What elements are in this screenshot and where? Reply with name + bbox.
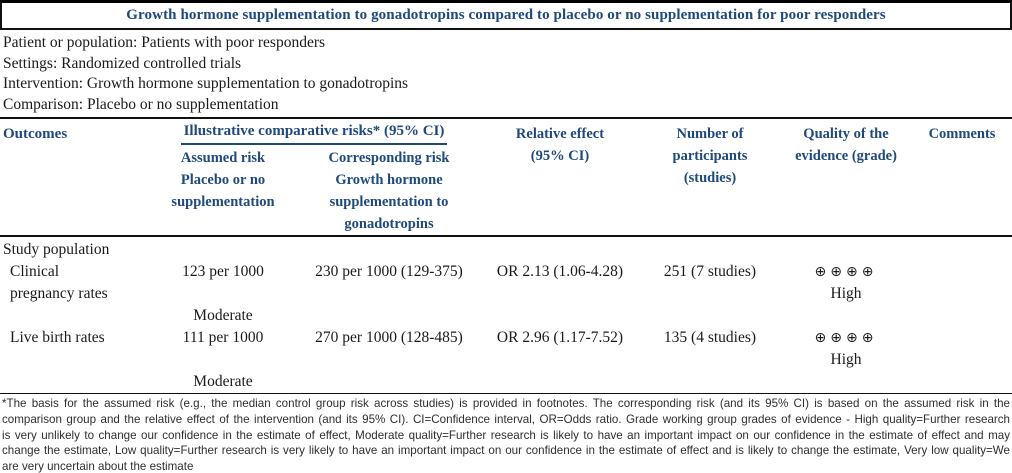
header-quality: Quality of the evidence (grade) bbox=[795, 126, 897, 164]
corresponding-risk-title: Corresponding risk bbox=[328, 150, 450, 166]
section-study-population: Study population bbox=[3, 241, 110, 258]
settings-line: Settings: Randomized controlled trials bbox=[3, 54, 242, 72]
table-header-row: Outcomes Illustrative comparative risks*… bbox=[0, 119, 1012, 235]
assumed-grade-label: Moderate bbox=[193, 373, 253, 390]
footnote-line: is very unlikely to change our confidenc… bbox=[2, 428, 1010, 442]
footnote-line: *The basis for the assumed risk (e.g., t… bbox=[2, 397, 1010, 410]
assumed-risk-cell: 123 per 1000 bbox=[182, 263, 264, 280]
assumed-risk-title: Assumed risk bbox=[180, 150, 266, 166]
assumed-grade-row: Moderate bbox=[0, 371, 1012, 393]
header-participants: Number of participants (studies) bbox=[672, 126, 748, 186]
patient-population-line: Patient or population: Patients with poo… bbox=[3, 34, 326, 51]
corresponding-risk-cell: 230 per 1000 (129-375) bbox=[315, 263, 463, 280]
header-outcomes: Outcomes bbox=[3, 126, 68, 142]
comments-cell bbox=[912, 327, 1012, 371]
grade-circled-plus-icons: ⊕⊕⊕⊕ bbox=[814, 264, 878, 280]
table-title: Growth hormone supplementation to gonado… bbox=[126, 7, 886, 23]
footnote-rule bbox=[0, 393, 1012, 394]
table-body: Study population Clinical pregnancy rate… bbox=[0, 237, 1012, 393]
header-relative-effect: Relative effect (95% CI) bbox=[515, 126, 605, 164]
quality-cell: ⊕⊕⊕⊕ High bbox=[780, 327, 912, 371]
relative-effect-cell: OR 2.96 (1.17-7.52) bbox=[496, 329, 624, 346]
outcome-cell: Clinical pregnancy rates bbox=[10, 263, 108, 302]
footnote-line: change the estimate, Low quality=Further… bbox=[2, 444, 1010, 458]
grade-label: High bbox=[830, 351, 862, 368]
table-row: Live birth rates 111 per 1000 270 per 10… bbox=[0, 327, 1012, 371]
participants-cell: 135 (4 studies) bbox=[663, 329, 757, 346]
assumed-risk-cell: 111 per 1000 bbox=[182, 329, 264, 346]
header-comparative-risks-group: Illustrative comparative risks* (95% CI)… bbox=[148, 121, 480, 235]
assumed-risk-subtitle: Placebo or no supplementation bbox=[171, 172, 275, 210]
footnote-line: comparison group and the relative effect… bbox=[2, 412, 1010, 426]
corresponding-risk-subtitle: Growth hormone supplementation to gonado… bbox=[329, 172, 449, 232]
quality-cell: ⊕⊕⊕⊕ High bbox=[780, 261, 912, 305]
header-corresponding-risk: Corresponding risk Growth hormone supple… bbox=[298, 147, 480, 235]
participants-cell: 251 (7 studies) bbox=[663, 263, 757, 280]
outcome-cell: Live birth rates bbox=[10, 329, 105, 346]
footnote-line: are very uncertain about the estimate bbox=[2, 460, 194, 473]
header-bottom-rule bbox=[0, 235, 1012, 237]
assumed-grade-label: Moderate bbox=[193, 307, 253, 324]
comparative-risks-subcolumns: Assumed risk Placebo or no supplementati… bbox=[148, 147, 480, 235]
header-comments: Comments bbox=[928, 126, 996, 142]
intervention-line: Intervention: Growth hormone supplementa… bbox=[3, 75, 409, 92]
relative-effect-cell: OR 2.13 (1.06-4.28) bbox=[496, 263, 624, 280]
corresponding-risk-cell: 270 per 1000 (128-485) bbox=[315, 329, 463, 346]
table-row: Clinical pregnancy rates 123 per 1000 23… bbox=[0, 261, 1012, 305]
table-footnote: *The basis for the assumed risk (e.g., t… bbox=[0, 394, 1012, 473]
grade-label: High bbox=[830, 285, 862, 302]
table-title-bar: Growth hormone supplementation to gonado… bbox=[0, 0, 1012, 30]
comparison-line: Comparison: Placebo or no supplementatio… bbox=[3, 95, 279, 113]
grade-circled-plus-icons: ⊕⊕⊕⊕ bbox=[814, 330, 878, 346]
population-info-block: Patient or population: Patients with poo… bbox=[0, 30, 1012, 117]
header-top-rule bbox=[0, 117, 1012, 119]
header-assumed-risk: Assumed risk Placebo or no supplementati… bbox=[148, 147, 298, 235]
header-comparative-risks: Illustrative comparative risks* (95% CI) bbox=[180, 121, 448, 145]
assumed-grade-row: Moderate bbox=[0, 305, 1012, 327]
comments-cell bbox=[912, 261, 1012, 305]
